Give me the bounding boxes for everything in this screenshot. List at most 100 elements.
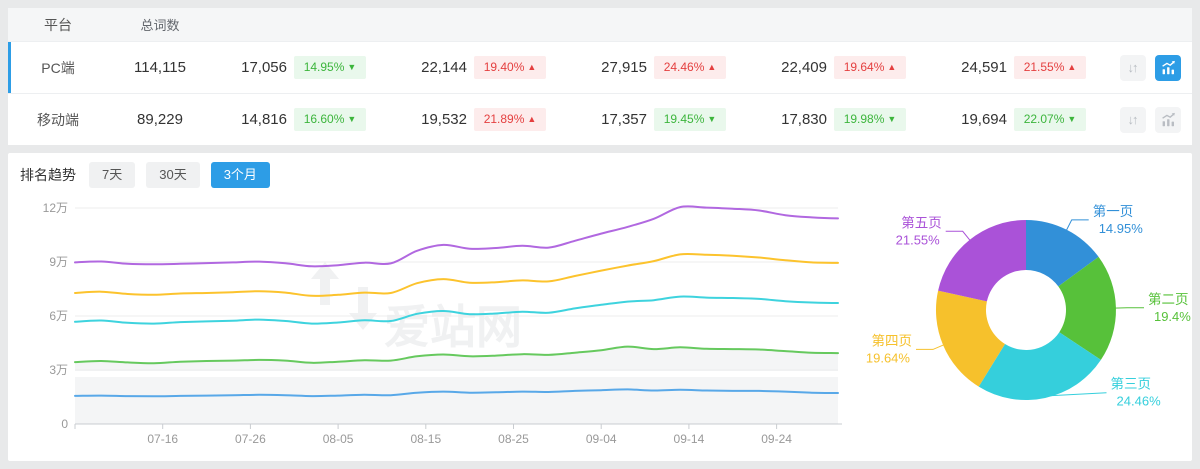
- trend-tab-3个月[interactable]: 3个月: [210, 162, 270, 188]
- donut-label-name: 第一页: [1093, 203, 1134, 219]
- donut-label-percent: 24.46%: [1117, 394, 1162, 409]
- row-actions: ↓↑: [1112, 106, 1192, 133]
- donut-label-line: [916, 343, 946, 350]
- trend-range-tabs: 7天 30天 3个月: [89, 162, 270, 188]
- change-badge-up: 21.55% ▲: [1014, 56, 1086, 79]
- column-header-platform: 平台: [44, 16, 72, 33]
- rank-trend-card: 爱站网 07-16 07-26 08-05 08-15 08-25 09-04 09-14 09…: [8, 153, 1192, 461]
- page-3-cell: 27,915 24.46% ▲: [572, 0, 752, 302]
- change-percent: 19.64%: [843, 60, 885, 74]
- line-series-line-green: [74, 345, 839, 365]
- page-value: 19,694: [961, 111, 1007, 128]
- y-axis-label: 12万: [43, 201, 68, 215]
- row-actions: ↓↑: [1112, 54, 1192, 81]
- page-2-cell: 22,144 19.40% ▲: [392, 0, 572, 302]
- up-triangle-icon: ▲: [527, 62, 537, 72]
- change-badge-up: 21.89% ▲: [474, 108, 546, 131]
- sort-arrows-glyph: ↓↑: [1127, 112, 1139, 127]
- donut-slice-第二页: [1058, 256, 1116, 360]
- watermark-text: 爱站网: [384, 301, 522, 353]
- page-value: 19,532: [421, 111, 467, 128]
- x-axis-label: 07-16: [147, 432, 178, 446]
- x-axis-label: 08-25: [498, 432, 529, 446]
- x-axis-label: 08-15: [410, 432, 441, 446]
- change-badge-down: 14.95% ▼: [294, 56, 366, 79]
- down-triangle-icon: ▼: [887, 114, 897, 124]
- total-words-cell: 114,115: [134, 59, 186, 76]
- donut-label-name: 第四页: [871, 332, 912, 348]
- down-triangle-icon: ▼: [347, 62, 357, 72]
- page-value: 17,357: [601, 111, 647, 128]
- y-axis-label: 3万: [49, 363, 68, 377]
- change-percent: 19.45%: [663, 112, 705, 126]
- donut-label-percent: 19.64%: [866, 350, 911, 365]
- page-value: 17,056: [241, 59, 287, 76]
- trend-chart-glyph: [1161, 60, 1175, 75]
- page-3-cell: 17,357 19.45% ▼: [572, 0, 752, 354]
- donut-label-line: [1044, 392, 1107, 397]
- change-badge-down: 19.45% ▼: [654, 108, 726, 131]
- up-triangle-icon: ▲: [1067, 62, 1077, 72]
- table-header-row: 平台 总词数 第一页 第二页 第三页 第四页 第五页: [8, 8, 1192, 41]
- sort-arrows-glyph: ↓↑: [1127, 60, 1139, 75]
- line-series-line-yellow: [74, 253, 839, 297]
- donut-label-name: 第二页: [1148, 291, 1189, 307]
- watermark: 爱站网: [311, 262, 522, 353]
- change-percent: 19.40%: [483, 60, 525, 74]
- platform-cell: PC端: [41, 59, 75, 76]
- page-4-cell: 17,830 19.98% ▼: [752, 0, 932, 354]
- line-series-line-blue: [74, 388, 839, 398]
- area-gap-band: [75, 371, 838, 377]
- change-badge-up: 19.40% ▲: [474, 56, 546, 79]
- trend-tab-30天[interactable]: 30天: [146, 162, 200, 188]
- trend-chart-icon[interactable]: [1155, 106, 1181, 133]
- page-5-cell: 24,591 21.55% ▲: [932, 0, 1112, 302]
- change-badge-down: 16.60% ▼: [294, 108, 366, 131]
- trend-tab-7天[interactable]: 7天: [89, 162, 136, 188]
- change-percent: 21.55%: [1023, 60, 1065, 74]
- trend-title: 排名趋势: [20, 167, 76, 183]
- trend-chart-icon[interactable]: [1155, 54, 1181, 81]
- donut-slice-第四页: [935, 290, 1005, 387]
- trend-chart-glyph: [1161, 112, 1175, 127]
- table-row-移动端[interactable]: 移动端 89,229 14,816 16.60% ▼ 19,532 21.89% ▲ 17,35…: [8, 93, 1192, 145]
- x-axis-label: 09-14: [674, 432, 705, 446]
- up-triangle-icon: ▲: [887, 62, 897, 72]
- page-5-cell: 19,694 22.07% ▼: [932, 0, 1112, 354]
- donut-label-percent: 21.55%: [896, 232, 941, 247]
- donut-label-line: [1065, 219, 1089, 232]
- page-2-cell: 19,532 21.89% ▲: [392, 0, 572, 354]
- page-value: 27,915: [601, 59, 647, 76]
- donut-label-line: [945, 230, 972, 242]
- donut-label-percent: 14.95%: [1099, 221, 1144, 236]
- sort-arrows-icon[interactable]: ↓↑: [1120, 106, 1146, 133]
- column-header-total-words: 总词数: [140, 18, 180, 33]
- change-percent: 22.07%: [1023, 112, 1065, 126]
- y-axis-label: 6万: [49, 309, 68, 323]
- donut-label-name: 第五页: [901, 214, 942, 230]
- table-body: PC端 114,115 17,056 14.95% ▼ 22,144 19.40% ▲ 27,9…: [8, 41, 1192, 145]
- y-axis-label: 9万: [49, 255, 68, 269]
- line-series-line-cyan: [74, 295, 839, 325]
- page-1-cell: 14,816 16.60% ▼: [212, 0, 392, 354]
- y-axis-label: 0: [61, 417, 68, 431]
- change-percent: 21.89%: [483, 112, 525, 126]
- x-axis-label: 08-05: [323, 432, 354, 446]
- page-4-cell: 22,409 19.64% ▲: [752, 0, 932, 302]
- change-badge-down: 19.98% ▼: [834, 108, 906, 131]
- change-badge-up: 24.46% ▲: [654, 56, 726, 79]
- x-axis-label: 09-24: [761, 432, 792, 446]
- table-row-PC端[interactable]: PC端 114,115 17,056 14.95% ▼ 22,144 19.40% ▲ 27,9…: [8, 41, 1192, 93]
- sort-arrows-icon[interactable]: ↓↑: [1120, 54, 1146, 81]
- down-triangle-icon: ▼: [1067, 114, 1077, 124]
- donut-slice-第一页: [1026, 220, 1099, 287]
- donut-label-percent: 19.4%: [1154, 309, 1191, 324]
- up-triangle-icon: ▲: [527, 114, 537, 124]
- down-triangle-icon: ▼: [347, 114, 357, 124]
- donut-slice-第三页: [978, 332, 1101, 401]
- page-value: 22,409: [781, 59, 827, 76]
- change-percent: 16.60%: [303, 112, 345, 126]
- ranking-table-card: 平台 总词数 第一页 第二页 第三页 第四页 第五页 PC端 114,115 17,…: [8, 8, 1192, 145]
